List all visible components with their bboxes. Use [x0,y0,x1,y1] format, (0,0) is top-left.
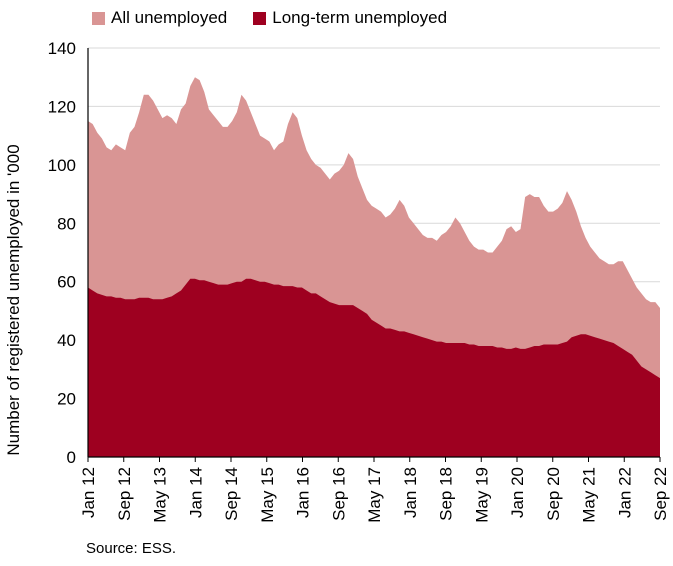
x-tick-label: Sep 16 [329,467,348,521]
legend-label-long-term-unemployed: Long-term unemployed [272,8,448,27]
x-tick-labels: Jan 12 Sep 12 May 13 Jan 14 Sep 14 May 15 Jan … [79,457,670,523]
legend: All unemployed Long-term unemployed [92,8,473,28]
legend-swatch-all-unemployed [92,11,105,25]
x-tick-label: Jan 16 [294,467,313,518]
y-tick-60: 60 [57,273,76,292]
legend-item-all-unemployed: All unemployed [92,8,227,28]
x-tick-label: May 17 [365,467,384,523]
x-tick-label: Sep 14 [222,467,241,521]
x-tick-label: Jan 12 [79,467,98,518]
x-tick-label: Sep 12 [115,467,134,521]
y-tick-40: 40 [57,331,76,350]
x-tick-label: May 21 [580,467,599,523]
x-tick-label: Jan 22 [615,467,634,518]
y-tick-140: 140 [48,39,76,58]
x-tick-label: Jan 14 [186,467,205,518]
y-tick-labels: 0 20 40 60 80 100 120 140 [48,39,76,467]
source-note: Source: ESS. [86,540,177,557]
x-tick-label: Sep 20 [544,467,563,521]
x-tick-label: May 19 [472,467,491,523]
x-tick-label: Jan 20 [508,467,527,518]
x-tick-label: Sep 18 [437,467,456,521]
area-long-term-unemployed [88,278,660,457]
x-tick-label: Jan 18 [401,467,420,518]
x-tick-label: May 13 [151,467,170,523]
legend-label-all-unemployed: All unemployed [111,8,228,27]
areas [88,77,660,458]
y-tick-120: 120 [48,97,76,116]
x-tick-label: May 15 [258,467,277,523]
y-tick-0: 0 [67,448,76,467]
y-axis-label: Number of registered unemployed in '000 [4,144,23,456]
y-tick-80: 80 [57,214,76,233]
x-tick-label: Sep 22 [651,467,670,521]
y-tick-100: 100 [48,156,76,175]
y-tick-20: 20 [57,390,76,409]
legend-swatch-long-term-unemployed [253,11,267,25]
legend-item-long-term-unemployed: Long-term unemployed [253,8,447,28]
